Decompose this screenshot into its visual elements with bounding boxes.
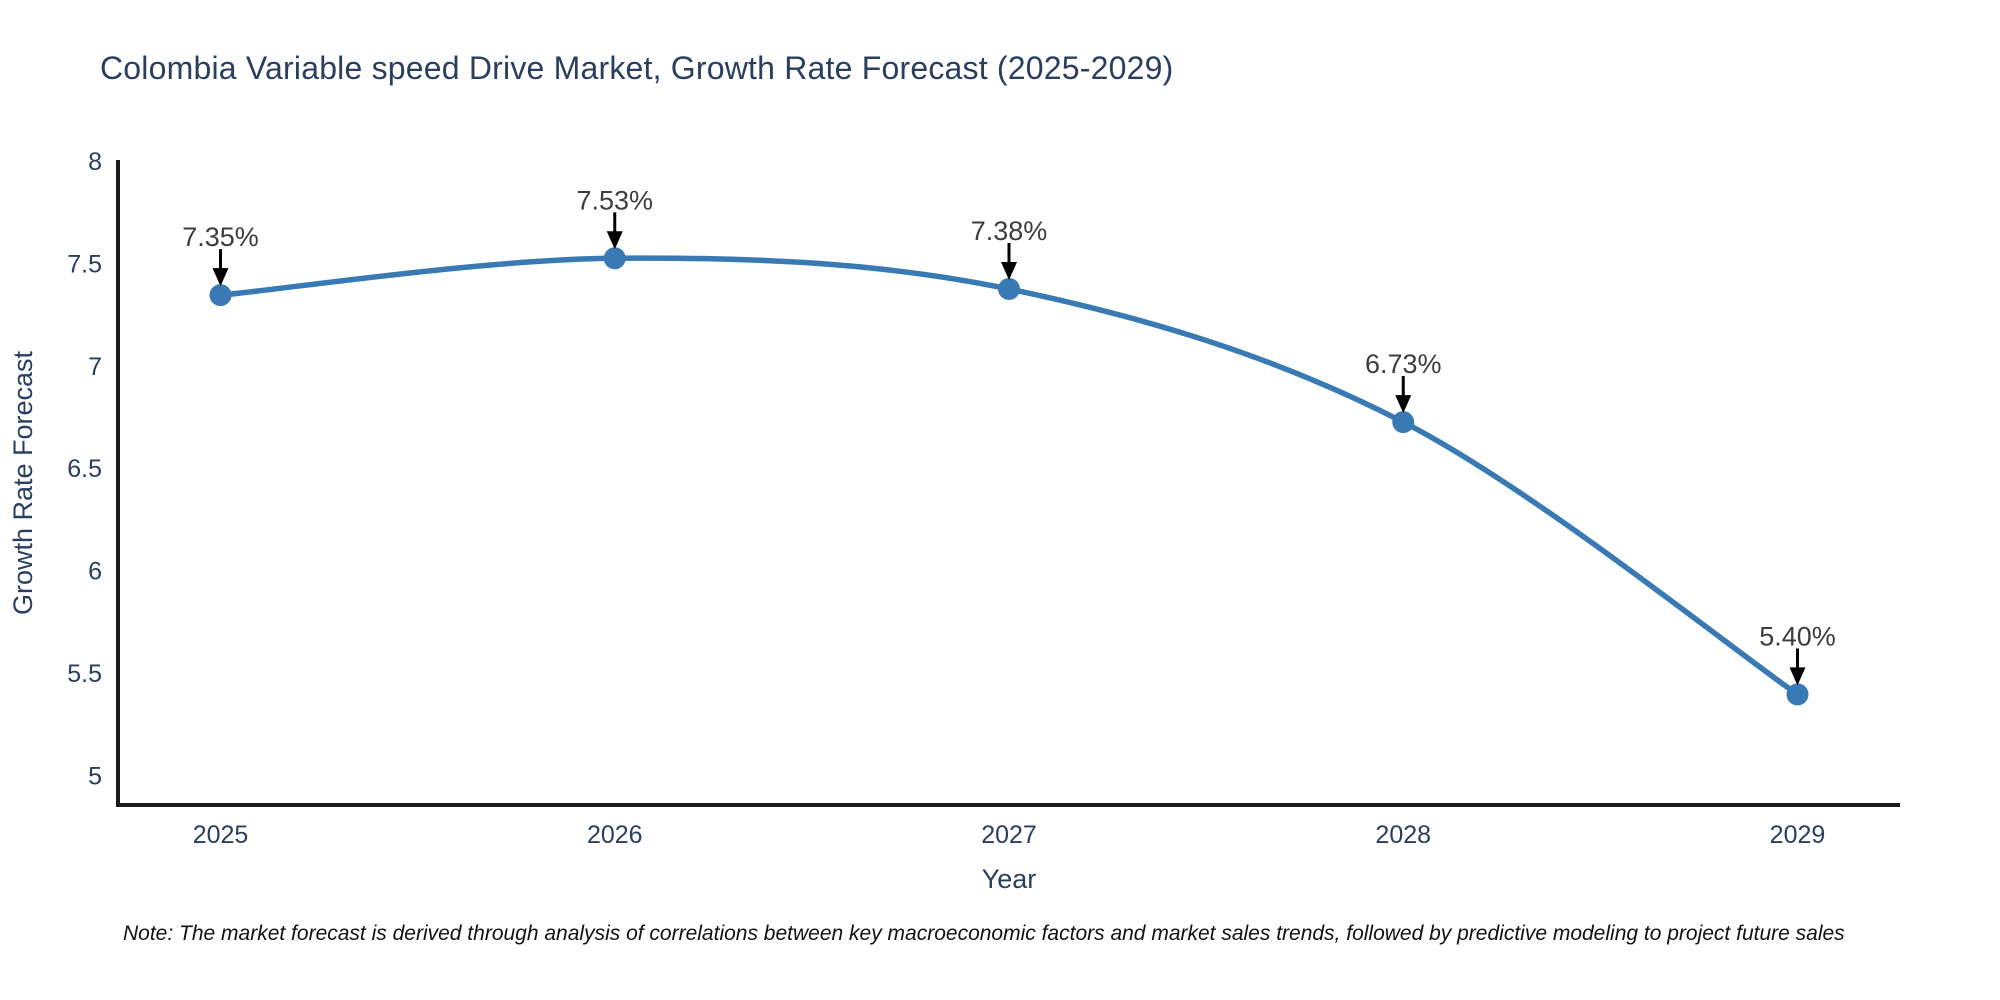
y-tick-label: 7.5 [67,250,102,278]
footnote: Note: The market forecast is derived thr… [123,922,1845,945]
x-tick-label: 2027 [981,821,1037,849]
annotation-arrow-head [212,268,229,287]
chart-title: Colombia Variable speed Drive Market, Gr… [100,50,1174,86]
x-tick-label: 2025 [193,821,249,849]
data-point-label: 7.35% [182,222,259,252]
x-axis-title: Year [982,864,1037,894]
y-tick-label: 5.5 [67,660,102,688]
y-tick-label: 6.5 [67,455,102,483]
annotation-arrow-head [1395,395,1412,414]
annotation-arrow-head [1789,667,1806,686]
data-point-marker [1786,683,1809,706]
data-point-label: 7.38% [971,216,1048,246]
y-tick-label: 7 [88,353,102,381]
data-point-label: 5.40% [1759,621,1836,651]
y-tick-label: 8 [88,148,102,176]
x-tick-label: 2029 [1770,821,1826,849]
data-point-marker [998,278,1020,300]
annotation-arrow-head [1001,262,1017,280]
plot-area: 5 5.5 6 6.5 7 7.5 8 2025 2026 2027 2028 2029 7.35% 7.… [67,148,1900,849]
y-tick-label: 6 [88,558,102,586]
x-tick-label: 2026 [587,821,643,849]
y-axis-title: Growth Rate Forecast [8,350,38,615]
x-tick-label: 2028 [1375,821,1431,849]
data-point-label: 6.73% [1365,349,1442,379]
data-point-marker [1392,411,1415,434]
y-tick-label: 5 [88,762,102,790]
annotation-arrow-head [606,231,623,250]
data-point-label: 7.53% [576,185,653,215]
data-point-marker [209,284,232,307]
data-point-marker [603,247,626,270]
forecast-line [217,255,1801,698]
